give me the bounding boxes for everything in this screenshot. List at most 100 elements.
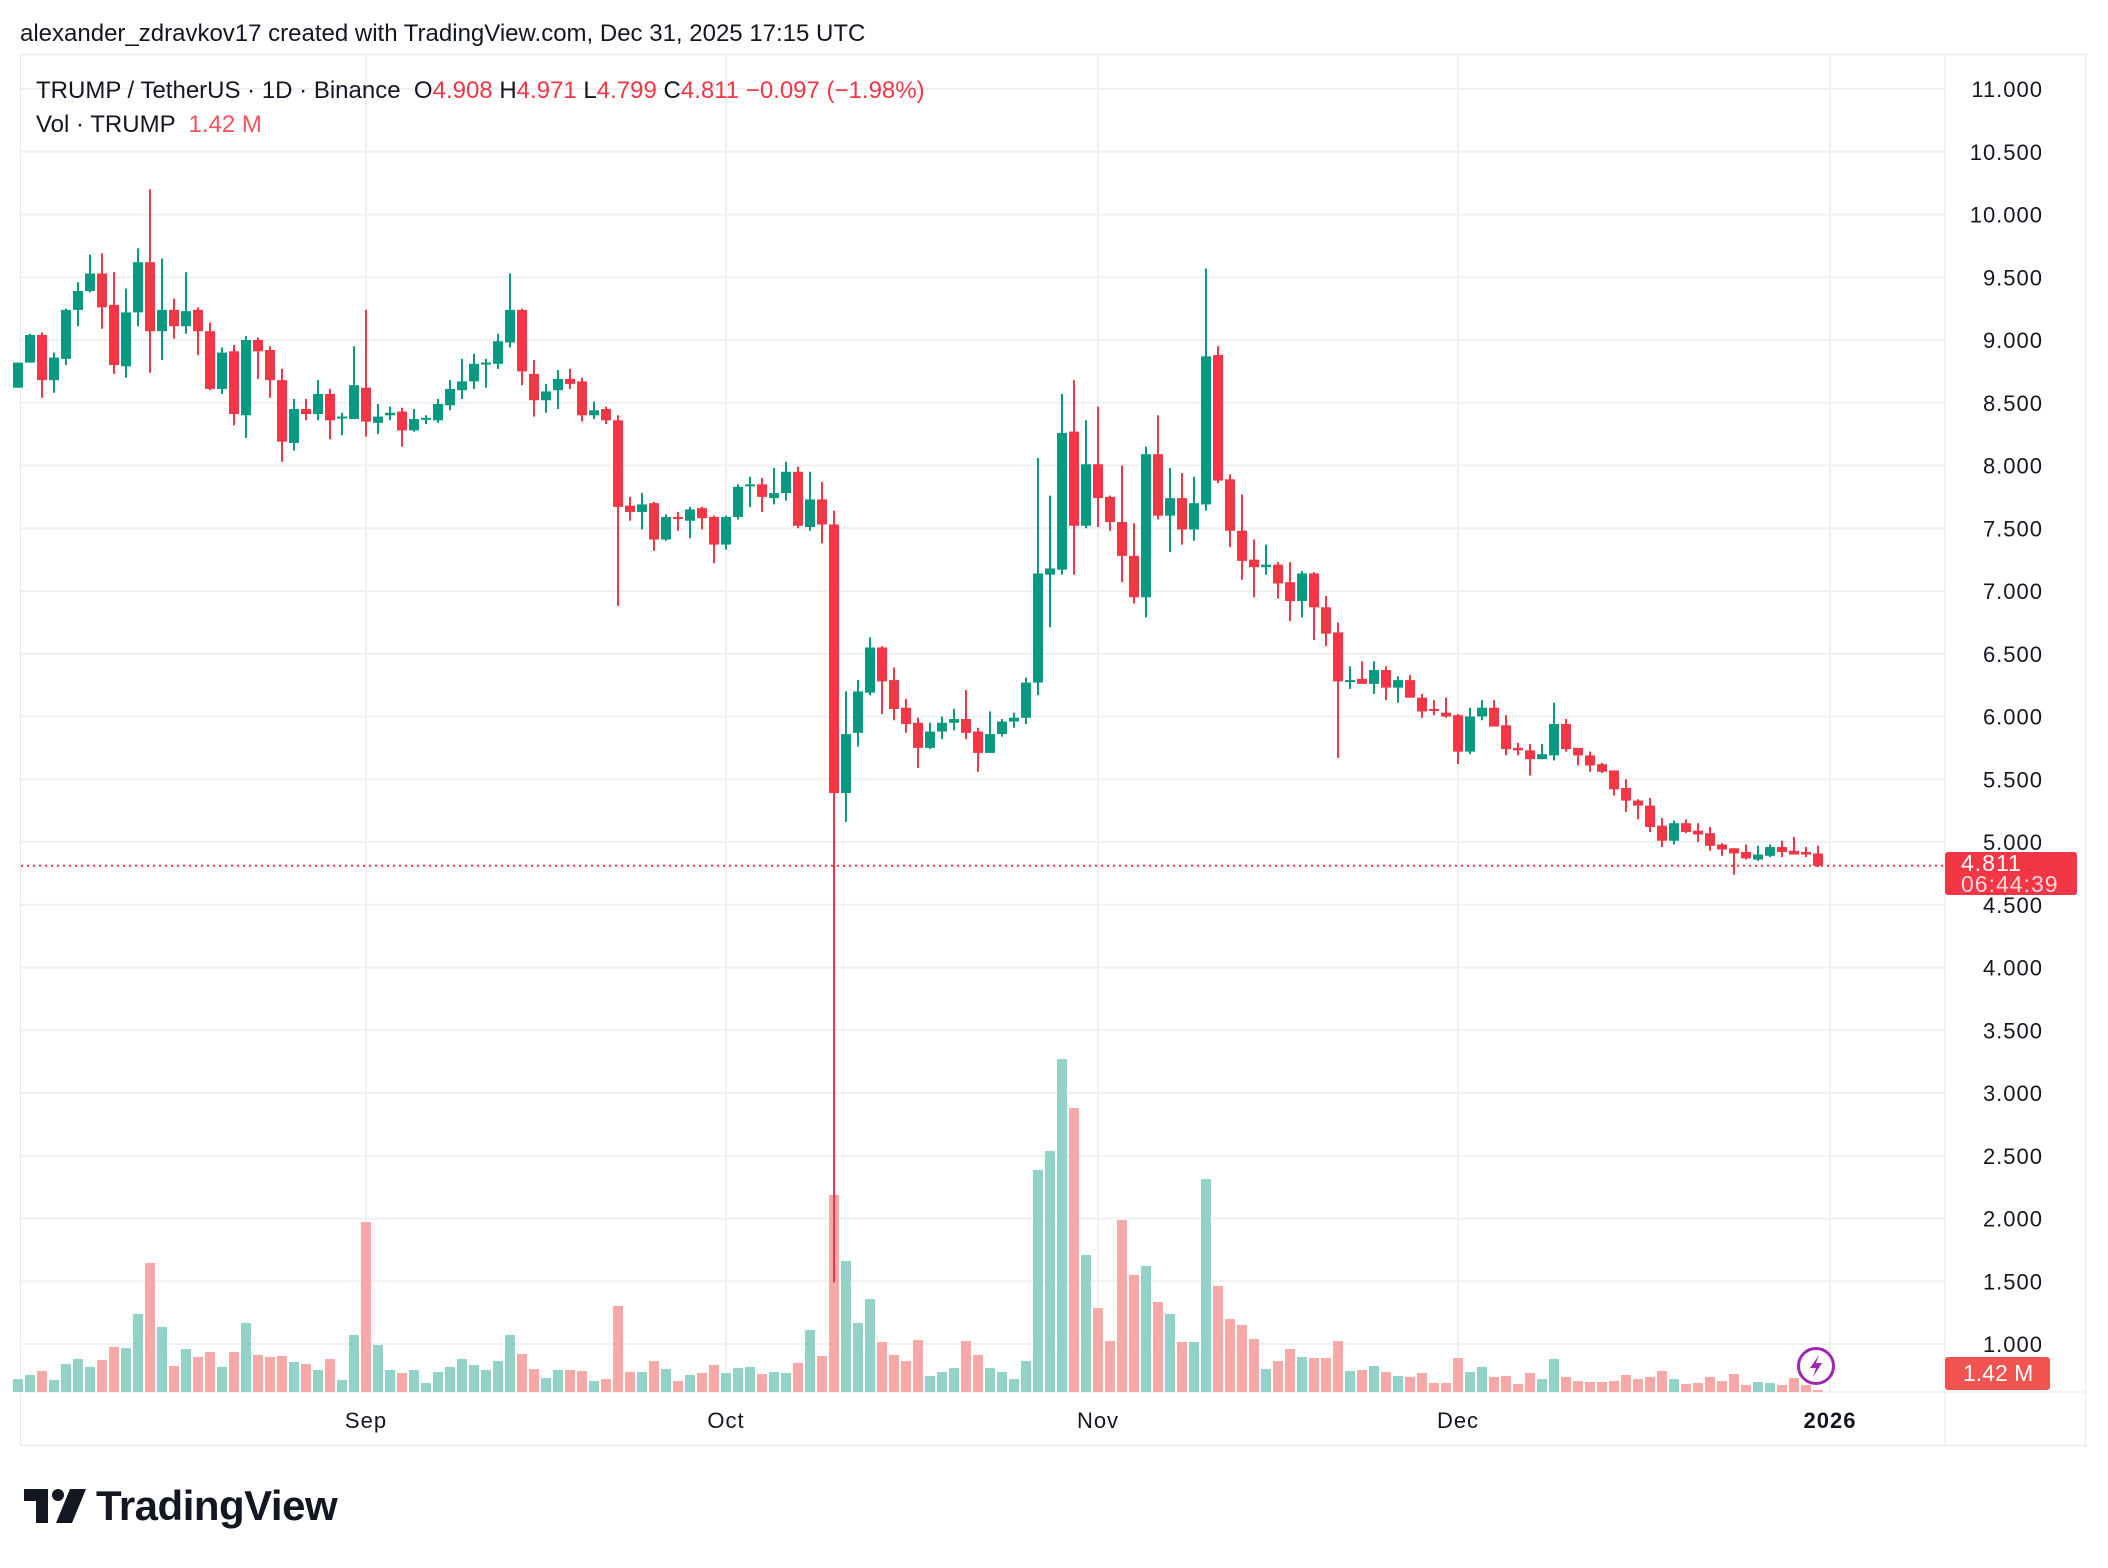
volume-bar [313,1370,323,1392]
volume-bar [25,1374,35,1392]
candle-wick [677,511,679,531]
candle [1549,702,1559,761]
candle [1657,818,1667,848]
volume-bar [913,1340,923,1392]
candle-body [1549,724,1559,756]
chart-caption: alexander_zdravkov17 created with Tradin… [20,20,866,47]
volume-bar [1669,1379,1679,1392]
candle-body [1789,850,1799,855]
symbol-title[interactable]: TRUMP / TetherUS · 1D · Binance [36,77,401,104]
price-axis[interactable]: 11.000 10.500 10.000 9.500 9.000 8.500 8.000 7.… [1970,77,2043,1357]
candle-body [1489,707,1499,727]
volume-bar [421,1382,431,1392]
volume-title[interactable]: Vol · TRUMP [36,111,176,138]
time-tick-label: Nov [1077,1408,1119,1433]
candle [25,333,35,363]
volume-bar [781,1372,791,1392]
candle-wick [569,368,571,389]
candle-body [1717,844,1727,850]
candle-body [541,391,551,401]
volume-bar [733,1368,743,1392]
price-tick-label: 11.000 [1971,77,2043,102]
volume-bar [1453,1358,1463,1392]
volume-bar [1057,1059,1067,1392]
candle [1393,676,1403,703]
logo-text: TradingView [96,1482,338,1529]
volume-bar [97,1360,107,1392]
candle [817,481,827,544]
candle-wick [689,506,691,539]
candle-wick [161,258,163,361]
candle [985,711,995,753]
volume-bar [1537,1379,1547,1392]
candle [1057,393,1067,575]
candle-body [961,719,971,733]
volume-bar [1741,1384,1751,1392]
volume-bar [1285,1349,1295,1392]
volume-bar [1513,1383,1523,1392]
grid-lines [21,55,2086,1445]
tradingview-logo[interactable]: TradingView [24,1482,338,1530]
candle [37,332,47,398]
candle-body [97,273,107,308]
candle [781,461,791,501]
candle-body [1813,853,1823,866]
volume-bar [973,1354,983,1392]
volume-bar [625,1372,635,1392]
candle-body [229,351,239,415]
volume-bar [745,1366,755,1392]
volume-bar [1369,1365,1379,1392]
volume-bar [289,1362,299,1392]
candle [1033,457,1043,696]
time-axis[interactable]: Sep Oct Nov Dec 2026 [345,1408,1857,1433]
candle [1429,700,1439,716]
volume-bar [109,1346,119,1392]
candle-body [901,707,911,725]
candle-body [1381,670,1391,688]
candle [1705,826,1715,851]
volume-bar [1609,1381,1619,1392]
candle-body [1129,555,1139,598]
candle [601,406,611,425]
lightning-icon[interactable] [1797,1347,1835,1385]
candle-body [1177,498,1187,530]
candle-body [277,380,287,442]
candle [1489,700,1499,727]
candle [553,370,563,410]
candle [1165,468,1175,553]
candle-body [1165,498,1175,516]
volume-bar [1657,1371,1667,1392]
volume-bar [1165,1313,1175,1392]
candle-body [1765,847,1775,856]
candle-body [1453,715,1463,752]
candle-body [1465,716,1475,752]
candle-wick [1397,676,1399,703]
price-tick-label: 5.000 [1983,830,2043,855]
candle [1141,446,1151,618]
candle-body [1633,800,1643,806]
candle-body [49,357,59,381]
volume-bar [877,1342,887,1392]
candle-wick [1529,744,1531,776]
volume-bar [1261,1369,1271,1392]
volume-bar [805,1330,815,1392]
volume-bar [325,1359,335,1392]
volume-bar [1693,1382,1703,1392]
candle-body [925,731,935,748]
volume-bar [13,1379,23,1392]
candle [1369,661,1379,694]
volume-bar [1273,1361,1283,1392]
volume-bar [37,1371,47,1392]
candle [565,368,575,389]
volume-bar [1573,1381,1583,1392]
candle-body [1705,833,1715,846]
volume-bar [337,1380,347,1392]
volume-value: 1.42 M [188,111,262,138]
volume-bar [145,1262,155,1392]
volume-bar [721,1372,731,1392]
candle [1273,562,1283,599]
candle [1069,380,1079,575]
candle-body [397,411,407,431]
candle-body [853,691,863,733]
